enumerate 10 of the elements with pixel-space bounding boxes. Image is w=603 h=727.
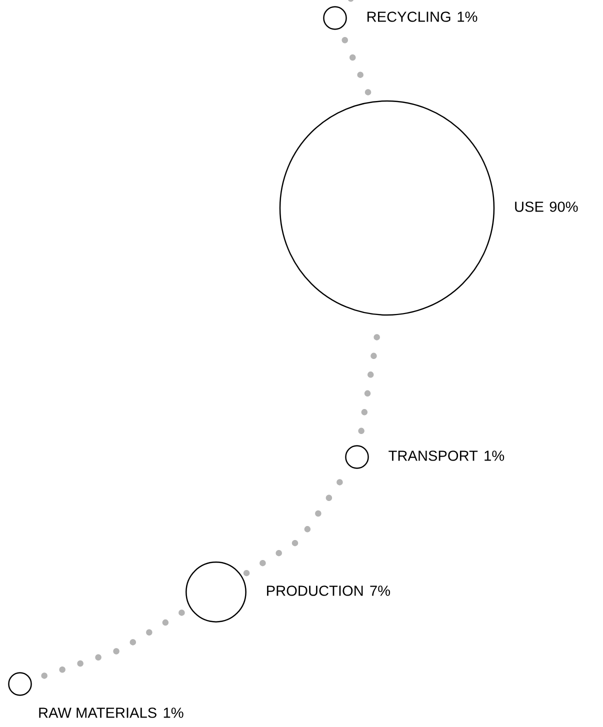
category-label: USE (515, 202, 544, 212)
category-label: RAW MATERIALS (39, 708, 156, 718)
data-label: 1% (458, 12, 478, 22)
data-label: 1% (164, 708, 184, 718)
data-label: 1% (484, 450, 504, 461)
category-label: TRANSPORT (388, 450, 478, 461)
data-label: 90% (550, 202, 578, 212)
category-label: RECYCLING (367, 12, 450, 22)
data-label: 7% (370, 586, 390, 596)
category-label: PRODUCTION (267, 586, 363, 596)
